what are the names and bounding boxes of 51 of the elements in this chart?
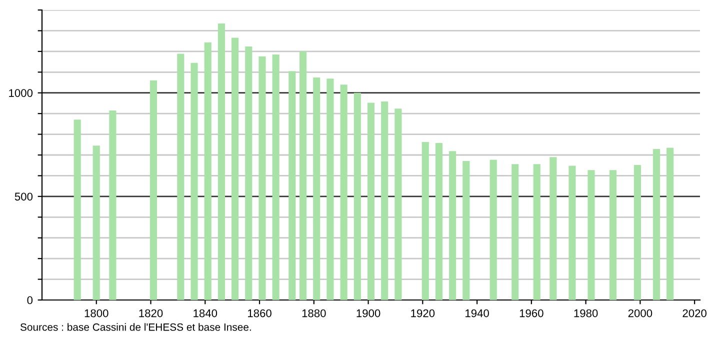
bar	[258, 56, 266, 300]
bar	[204, 42, 212, 300]
bar	[588, 170, 595, 300]
bar	[422, 142, 429, 300]
bar	[326, 78, 334, 300]
x-tick-label: 1800	[84, 309, 108, 318]
bar	[568, 166, 576, 300]
x-tick-label: 1880	[302, 309, 326, 318]
bar	[533, 164, 540, 300]
bar	[272, 54, 280, 300]
x-tick-label: 1860	[248, 309, 272, 318]
bar	[490, 160, 497, 300]
bar	[232, 38, 239, 300]
bar	[550, 157, 557, 300]
x-tick-label: 1920	[411, 309, 435, 318]
bar	[609, 170, 617, 300]
x-tick-label: 1840	[194, 309, 218, 318]
bar	[218, 23, 225, 300]
bar	[299, 51, 307, 300]
bar	[313, 78, 320, 300]
bar	[394, 108, 402, 300]
x-tick-label: 2020	[682, 309, 706, 318]
bar	[190, 62, 198, 300]
y-tick-label: 0	[27, 296, 33, 304]
x-tick-label: 2000	[628, 309, 652, 318]
bar	[177, 54, 184, 300]
bar	[150, 80, 158, 300]
bar	[340, 84, 348, 300]
bar	[354, 92, 361, 300]
bar	[367, 102, 375, 300]
y-tick-label: 1000	[9, 89, 33, 97]
bar	[652, 148, 660, 300]
y-tick-label: 500	[14, 192, 33, 201]
bar	[74, 120, 81, 300]
x-tick-label: 1820	[139, 309, 163, 318]
bar	[449, 151, 456, 300]
bar	[634, 164, 641, 300]
bar	[666, 148, 674, 300]
bar	[462, 161, 470, 300]
x-tick-label: 1980	[574, 309, 598, 318]
source-note: Sources : base Cassini de l'EHESS et base Insee.	[20, 323, 251, 331]
bar	[435, 142, 443, 300]
x-tick-label: 1960	[520, 309, 544, 318]
bar	[109, 110, 116, 300]
bar	[381, 102, 388, 300]
bar	[245, 46, 252, 300]
bar	[512, 164, 519, 300]
bar	[92, 146, 100, 300]
bar	[288, 71, 296, 300]
x-tick-label: 1940	[466, 309, 489, 318]
x-tick-label: 1900	[356, 309, 380, 318]
